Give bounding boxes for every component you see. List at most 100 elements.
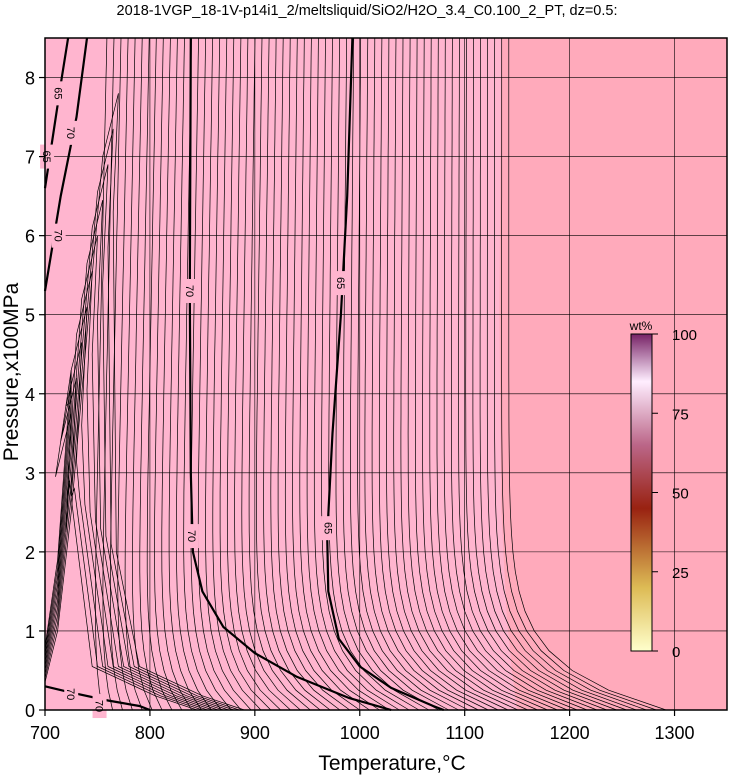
contour-loop bbox=[44, 93, 245, 711]
contour-label: 65 bbox=[52, 87, 64, 99]
contour-line bbox=[407, 37, 528, 711]
contour-line bbox=[154, 37, 183, 711]
plot-frame bbox=[44, 37, 728, 711]
contour-lines bbox=[44, 37, 667, 711]
x-tick-label: 1100 bbox=[445, 723, 484, 743]
x-tick-label: 900 bbox=[240, 723, 270, 743]
contour-line bbox=[132, 37, 153, 711]
contour-line bbox=[458, 38, 598, 711]
colorbar-tick-label: 25 bbox=[672, 565, 689, 582]
contour-line bbox=[364, 37, 469, 711]
contour-label-bg bbox=[184, 524, 199, 549]
contour-line bbox=[110, 37, 123, 711]
contour-label: 70 bbox=[93, 700, 105, 712]
contour-line bbox=[486, 38, 637, 711]
contour-line bbox=[190, 37, 232, 711]
contour-line bbox=[256, 37, 321, 711]
contour-loop bbox=[44, 200, 229, 711]
contour-label: 70 bbox=[52, 230, 64, 242]
x-tick-label: 1000 bbox=[340, 723, 380, 743]
contour-label-bg bbox=[64, 682, 79, 707]
y-tick-label: 7 bbox=[25, 148, 35, 168]
x-axis-title: Temperature,°C bbox=[318, 752, 465, 775]
contour-line bbox=[465, 37, 607, 711]
contour-line bbox=[284, 37, 360, 711]
contour-loop bbox=[44, 235, 224, 711]
contour-label: 70 bbox=[183, 285, 195, 297]
contour-line bbox=[292, 37, 370, 711]
contour-line bbox=[378, 37, 489, 711]
contour-label-bg bbox=[51, 81, 66, 106]
contour-line bbox=[429, 37, 558, 711]
contour-line bbox=[479, 37, 627, 711]
contour-label-bg bbox=[182, 278, 197, 303]
contour-label-bg bbox=[40, 144, 55, 169]
contour-label-bg bbox=[321, 516, 336, 541]
contour-line bbox=[139, 37, 163, 711]
contour-loop bbox=[44, 271, 219, 711]
contour-loop bbox=[44, 306, 214, 711]
contour-line bbox=[415, 37, 538, 711]
contour-line bbox=[472, 38, 617, 711]
contour-label-bg bbox=[64, 120, 79, 145]
contour-line bbox=[241, 37, 301, 711]
contour-line bbox=[393, 37, 509, 711]
contour-line bbox=[443, 37, 578, 711]
contour-line bbox=[117, 37, 133, 711]
contour-line bbox=[306, 37, 390, 711]
contour-loop bbox=[44, 369, 198, 711]
contour-line bbox=[168, 37, 202, 711]
x-tick-label: 1200 bbox=[550, 723, 590, 743]
contour-line bbox=[313, 37, 400, 711]
contour-line bbox=[342, 37, 439, 711]
contour-line bbox=[248, 37, 311, 711]
y-tick-label: 1 bbox=[25, 622, 35, 642]
contour-line bbox=[508, 38, 667, 711]
y-tick-label: 2 bbox=[25, 543, 35, 563]
contour-loop bbox=[44, 128, 240, 711]
colorbar-tick-label: 100 bbox=[672, 327, 697, 344]
contour-line bbox=[234, 37, 291, 711]
contour-loop bbox=[44, 342, 208, 711]
colorbar-tick-label: 75 bbox=[672, 406, 689, 423]
colorbar-gradient bbox=[630, 333, 653, 652]
contour-label: 70 bbox=[185, 530, 197, 542]
contour-line bbox=[501, 38, 657, 711]
x-tick-label: 1300 bbox=[655, 723, 695, 743]
chart-title: 2018-1VGP_18-1V-p14i1_2/meltsliquid/SiO2… bbox=[117, 3, 618, 19]
contour-line bbox=[436, 37, 568, 711]
x-tick-label: 700 bbox=[30, 723, 60, 743]
contour-label: 70 bbox=[64, 688, 76, 700]
contour-line bbox=[494, 37, 647, 711]
y-tick-label: 4 bbox=[25, 385, 35, 405]
contour-line bbox=[350, 37, 449, 711]
contour-line-70 bbox=[188, 37, 392, 712]
contour-label: 65 bbox=[321, 522, 333, 534]
x-tick-label: 800 bbox=[135, 723, 165, 743]
contour-label-bg bbox=[92, 694, 107, 719]
contour-loop bbox=[44, 377, 203, 711]
y-axis: 0 1 2 3 4 5 6 7 8 bbox=[25, 69, 45, 721]
contour-labels: 70 70 65 65 70 65 65 70 70 70 bbox=[40, 81, 348, 719]
contour-line bbox=[226, 37, 281, 711]
contour-line bbox=[263, 37, 331, 711]
contour-line-70 bbox=[44, 685, 151, 712]
colorbar-tick-label: 0 bbox=[672, 644, 680, 661]
contour-line bbox=[212, 37, 262, 711]
contour-line bbox=[386, 37, 499, 711]
contour-label: 65 bbox=[334, 277, 346, 289]
contour-line bbox=[328, 37, 420, 711]
contour-line bbox=[161, 37, 192, 711]
contour-line bbox=[277, 37, 351, 711]
plot-background-cool bbox=[45, 38, 518, 710]
contour-label: 65 bbox=[40, 150, 52, 162]
contour-label-bg bbox=[51, 223, 66, 248]
contour-line bbox=[197, 37, 242, 711]
contour-line bbox=[299, 37, 380, 711]
contour-line bbox=[371, 37, 479, 711]
contour-line bbox=[321, 37, 410, 711]
y-tick-label: 8 bbox=[25, 69, 35, 89]
contour-line bbox=[400, 37, 519, 711]
y-tick-label: 6 bbox=[25, 227, 35, 247]
